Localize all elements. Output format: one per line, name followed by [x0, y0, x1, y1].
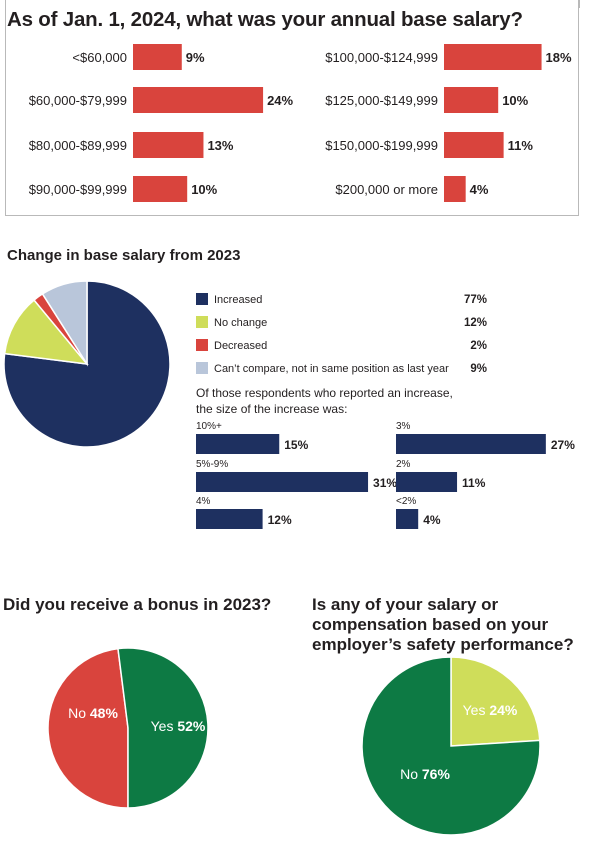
salary-bar-80-000-89-999 [133, 132, 204, 158]
increase-value-label: 27% [551, 438, 575, 452]
bonus-slice-no [47, 647, 129, 809]
salary-category-label: $200,000 or more [335, 182, 438, 197]
increase-title-line-2: the size of the increase was: [196, 402, 347, 416]
safety-yes-label: Yes 24% [463, 702, 518, 718]
salary-category-label: $90,000-$99,999 [29, 182, 127, 197]
bonus-slice-yes [117, 647, 209, 809]
salary-bar-90-000-99-999 [133, 176, 188, 202]
increase-category-label: 2% [396, 459, 411, 470]
salary-category-label: $100,000-$124,999 [325, 50, 438, 65]
salary-change-slice-can-t-compare-not-in-same-position-as-last-year [41, 280, 88, 367]
salary-value-label: 11% [508, 138, 534, 153]
legend-value: 2% [470, 340, 487, 352]
increase-bar-10 [196, 434, 280, 454]
salary-category-label: $150,000-$199,999 [325, 138, 438, 153]
salary-bar-60-000-79-999 [133, 87, 264, 113]
increase-title-line-1: Of those respondents who reported an inc… [196, 386, 453, 400]
legend-swatch-increased [196, 293, 208, 305]
safety-slice-no [361, 656, 541, 836]
legend-swatch-no-change [196, 316, 208, 328]
safety-slice-yes [450, 656, 541, 747]
salary-category-label: $80,000-$89,999 [29, 138, 127, 153]
salary-category-label: <$60,000 [72, 50, 127, 65]
increase-bar-5-9 [196, 472, 369, 492]
salary-value-label: 10% [191, 182, 217, 197]
legend-value: 12% [464, 317, 487, 329]
bonus-yes-label: Yes 52% [151, 718, 206, 734]
safety-no-label: No 76% [400, 766, 450, 782]
bonus-yes-category: Yes [151, 718, 178, 734]
salary-bar-150-000-199-999 [444, 132, 504, 158]
increase-value-label: 31% [373, 476, 397, 490]
salary-change-title: Change in base salary from 2023 [7, 247, 241, 264]
bonus-no-value: 48% [90, 705, 119, 721]
increase-category-label: <2% [396, 496, 416, 507]
increase-bar-2 [396, 472, 458, 492]
salary-bar-100-000-124-999 [444, 44, 542, 70]
salary-value-label: 24% [267, 93, 293, 108]
bonus-yes-value: 52% [177, 718, 206, 734]
increase-value-label: 11% [462, 476, 486, 490]
increase-bar-4 [196, 509, 263, 529]
legend-label: Decreased [214, 340, 267, 352]
legend-label: Increased [214, 294, 262, 306]
increase-value-label: 4% [423, 513, 441, 527]
salary-value-label: 9% [186, 50, 205, 65]
salary-value-label: 18% [546, 50, 572, 65]
increase-value-label: 12% [268, 513, 292, 527]
safety-yes-value: 24% [489, 702, 518, 718]
salary-bar-125-000-149-999 [444, 87, 499, 113]
salary-value-label: 4% [470, 182, 489, 197]
legend-label: Can’t compare, not in same position as l… [214, 363, 449, 375]
safety-yes-category: Yes [463, 702, 490, 718]
salary-chart-frame [5, 0, 579, 216]
increase-category-label: 10%+ [196, 421, 222, 432]
increase-bar-3 [396, 434, 546, 454]
legend-swatch-decreased [196, 339, 208, 351]
legend-value: 77% [464, 294, 487, 306]
salary-value-label: 10% [502, 93, 528, 108]
increase-category-label: 5%-9% [196, 459, 228, 470]
legend-label: No change [214, 317, 267, 329]
safety-no-value: 76% [422, 766, 451, 782]
salary-change-slice-no-change [3, 298, 89, 365]
legend-value: 9% [470, 363, 487, 375]
bonus-chart-title: Did you receive a bonus in 2023? [3, 595, 272, 614]
salary-bar-60-000 [133, 44, 182, 70]
increase-bar-2 [396, 509, 419, 529]
top-right-rule [579, 0, 580, 8]
legend-swatch-can-t-compare-not-in-same-position-as-last-year [196, 362, 208, 374]
safety-chart-title: Is any of your salary or compensation ba… [312, 595, 574, 654]
salary-chart-title: As of Jan. 1, 2024, what was your annual… [7, 8, 523, 31]
safety-no-category: No [400, 766, 422, 782]
salary-category-label: $60,000-$79,999 [29, 93, 127, 108]
increase-value-label: 15% [284, 438, 308, 452]
salary-bar-200-000-or-more [444, 176, 466, 202]
salary-value-label: 13% [207, 138, 233, 153]
increase-category-label: 3% [396, 421, 411, 432]
salary-category-label: $125,000-$149,999 [325, 93, 438, 108]
bonus-no-category: No [68, 705, 90, 721]
increase-category-label: 4% [196, 496, 211, 507]
bonus-no-label: No 48% [68, 705, 118, 721]
